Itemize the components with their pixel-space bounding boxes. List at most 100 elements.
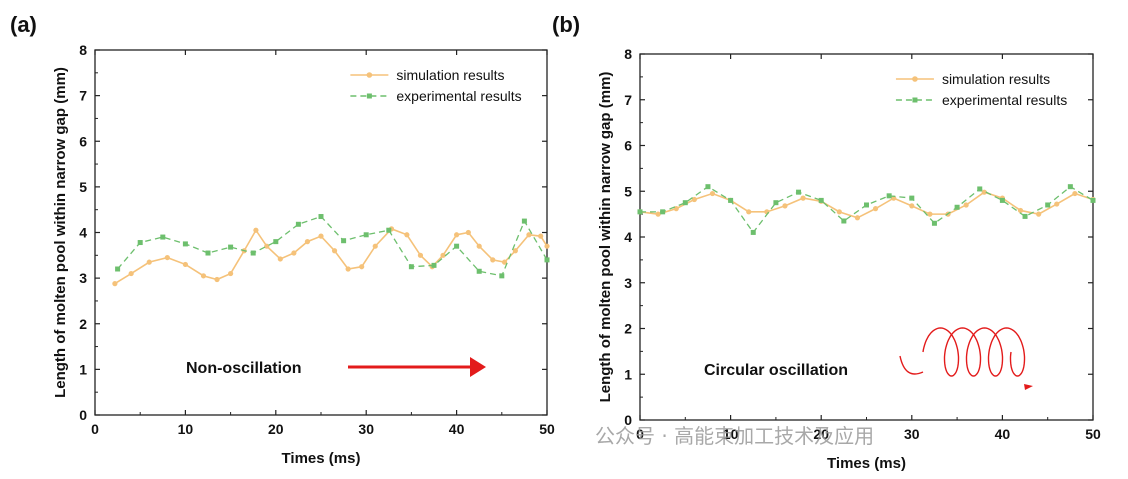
data-point bbox=[183, 262, 188, 267]
data-point bbox=[454, 244, 459, 249]
data-point bbox=[909, 203, 914, 208]
data-point bbox=[932, 221, 937, 226]
y-tick-label: 3 bbox=[79, 270, 87, 286]
data-point bbox=[409, 264, 414, 269]
legend-label: experimental results bbox=[396, 88, 521, 104]
data-point bbox=[359, 264, 364, 269]
data-point bbox=[490, 257, 495, 262]
annotation-text: Non-oscillation bbox=[186, 360, 302, 377]
y-tick-label: 6 bbox=[624, 138, 632, 154]
data-point bbox=[341, 238, 346, 243]
series-line bbox=[115, 229, 547, 284]
data-point bbox=[454, 232, 459, 237]
data-point bbox=[1072, 191, 1077, 196]
data-point bbox=[638, 209, 643, 214]
legend-label: experimental results bbox=[942, 92, 1067, 108]
panel-b-label: (b) bbox=[552, 12, 580, 37]
data-point bbox=[522, 219, 527, 224]
legend-swatch-marker bbox=[912, 76, 918, 82]
data-point bbox=[1045, 202, 1050, 207]
data-point bbox=[710, 191, 715, 196]
y-tick-label: 2 bbox=[79, 316, 87, 332]
y-tick-label: 6 bbox=[79, 133, 87, 149]
data-point bbox=[264, 244, 269, 249]
data-point bbox=[477, 244, 482, 249]
data-point bbox=[319, 214, 324, 219]
legend-swatch-marker bbox=[912, 98, 917, 103]
data-point bbox=[544, 244, 549, 249]
data-point bbox=[228, 245, 233, 250]
data-point bbox=[955, 205, 960, 210]
data-point bbox=[112, 281, 117, 286]
data-point bbox=[165, 255, 170, 260]
data-point bbox=[147, 260, 152, 265]
x-tick-label: 10 bbox=[178, 421, 194, 437]
data-point bbox=[1068, 184, 1073, 189]
data-point bbox=[418, 253, 423, 258]
data-point bbox=[201, 273, 206, 278]
y-tick-label: 7 bbox=[624, 92, 632, 108]
y-tick-label: 4 bbox=[624, 229, 632, 245]
x-tick-label: 40 bbox=[449, 421, 465, 437]
data-point bbox=[782, 203, 787, 208]
figure-canvas: (a) 0 10 20 30 40 50012345678Times (ms)Length… bbox=[0, 0, 1128, 479]
data-point bbox=[332, 248, 337, 253]
y-tick-label: 1 bbox=[624, 366, 632, 382]
data-point bbox=[160, 235, 165, 240]
data-point bbox=[273, 239, 278, 244]
data-point bbox=[656, 212, 661, 217]
data-point bbox=[253, 228, 258, 233]
data-point bbox=[296, 222, 301, 227]
x-tick-label: 50 bbox=[539, 421, 555, 437]
x-tick-label: 20 bbox=[268, 421, 284, 437]
data-point bbox=[819, 198, 824, 203]
data-point bbox=[138, 240, 143, 245]
plot-frame bbox=[95, 50, 547, 415]
data-point bbox=[1091, 198, 1096, 203]
data-point bbox=[129, 271, 134, 276]
watermark-text: 公众号 · 高能束加工技术及应用 bbox=[595, 424, 874, 448]
x-axis-title: Times (ms) bbox=[827, 455, 906, 472]
data-point bbox=[1023, 214, 1028, 219]
x-tick-label: 40 bbox=[995, 426, 1011, 442]
data-point bbox=[751, 230, 756, 235]
y-tick-label: 4 bbox=[79, 225, 87, 241]
x-axis-title: Times (ms) bbox=[282, 450, 361, 467]
spiral-trajectory-icon bbox=[900, 328, 1025, 376]
data-point bbox=[927, 212, 932, 217]
data-point bbox=[909, 196, 914, 201]
data-point bbox=[855, 215, 860, 220]
data-point bbox=[538, 234, 543, 239]
data-point bbox=[318, 234, 323, 239]
data-point bbox=[373, 244, 378, 249]
annotation-text: Circular oscillation bbox=[704, 362, 848, 379]
data-point bbox=[251, 251, 256, 256]
data-point bbox=[499, 273, 504, 278]
y-tick-label: 5 bbox=[624, 183, 632, 199]
y-tick-label: 5 bbox=[79, 179, 87, 195]
data-point bbox=[432, 263, 437, 268]
data-point bbox=[746, 209, 751, 214]
legend-label: simulation results bbox=[396, 67, 504, 83]
x-tick-label: 30 bbox=[358, 421, 374, 437]
legend-swatch-marker bbox=[367, 72, 373, 78]
data-point bbox=[1000, 198, 1005, 203]
data-point bbox=[404, 232, 409, 237]
data-point bbox=[977, 186, 982, 191]
y-tick-label: 0 bbox=[79, 407, 87, 423]
y-tick-label: 1 bbox=[79, 361, 87, 377]
panel-a: (a) 0 10 20 30 40 50 0 1 2 3 4 5 6 7 8 Times (ms) Length… bbox=[10, 12, 555, 467]
legend-label: simulation results bbox=[942, 71, 1050, 87]
panel-a-label: (a) bbox=[10, 12, 37, 37]
y-tick-label: 2 bbox=[624, 321, 632, 337]
data-point bbox=[291, 250, 296, 255]
data-point bbox=[346, 266, 351, 271]
x-tick-label: 0 bbox=[91, 421, 99, 437]
data-point bbox=[466, 230, 471, 235]
data-point bbox=[800, 196, 805, 201]
x-tick-label: 30 bbox=[904, 426, 920, 442]
data-point bbox=[1054, 201, 1059, 206]
spiral-arrowhead-icon bbox=[1024, 384, 1033, 390]
y-tick-label: 8 bbox=[624, 46, 632, 62]
data-point bbox=[1018, 208, 1023, 213]
